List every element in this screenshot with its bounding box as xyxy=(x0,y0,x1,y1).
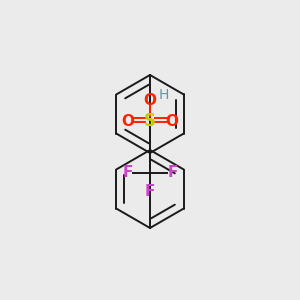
Text: O: O xyxy=(121,114,134,129)
Text: F: F xyxy=(167,165,178,180)
Text: O: O xyxy=(166,114,179,129)
Text: O: O xyxy=(143,94,157,109)
Text: S: S xyxy=(144,112,156,130)
Text: F: F xyxy=(122,165,133,180)
Text: H: H xyxy=(158,88,169,102)
Text: F: F xyxy=(145,184,155,200)
